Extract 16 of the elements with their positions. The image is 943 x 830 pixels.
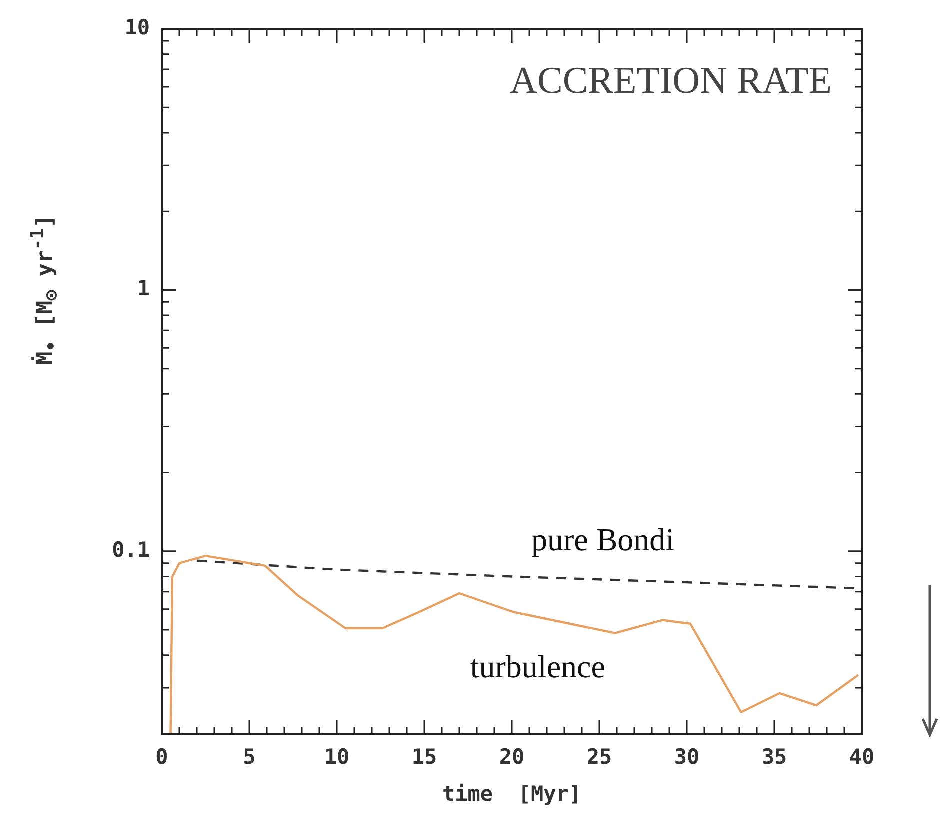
x-tick-label: 5 — [243, 745, 256, 770]
x-tick-label: 15 — [412, 745, 438, 770]
y-tick-label: 0.1 — [112, 538, 150, 562]
x-tick-label: 0 — [156, 745, 168, 770]
annotation: pure Bondi — [531, 522, 675, 558]
x-tick-label: 35 — [762, 745, 788, 770]
x-tick-label: 20 — [499, 745, 525, 770]
x-tick-label: 30 — [674, 745, 700, 770]
x-tick-label: 40 — [849, 745, 875, 770]
y-tick-label: 10 — [124, 15, 150, 40]
annotation: turbulence — [470, 648, 606, 685]
y-tick-label: 1 — [137, 276, 150, 301]
text: ACCRETION RATE — [510, 60, 832, 102]
x-tick-label: 10 — [324, 745, 350, 770]
x-tick-label: 25 — [586, 745, 612, 770]
x-axis-title: time [Myr] — [442, 782, 582, 806]
